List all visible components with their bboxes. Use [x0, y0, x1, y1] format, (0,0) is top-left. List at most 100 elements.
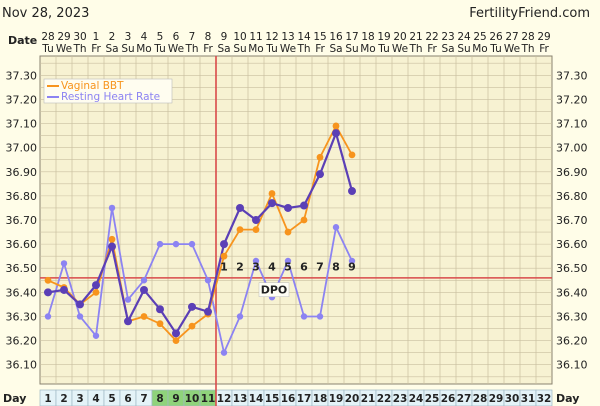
- y-tick-label-right: 36.80: [556, 190, 588, 203]
- hr-point: [252, 257, 260, 265]
- bbt-marker: [252, 216, 260, 224]
- date-label: 25: [473, 31, 486, 43]
- y-tick-label-right: 36.60: [556, 238, 588, 251]
- day-label: 29: [489, 393, 504, 405]
- hr-point: [108, 204, 116, 212]
- date-label: 17: [345, 31, 358, 43]
- dpo-number: 8: [332, 261, 340, 274]
- day-label: 5: [108, 393, 115, 405]
- hr-point: [156, 240, 164, 248]
- weekday-label: Fr: [427, 43, 437, 55]
- date-row-label: Date: [8, 34, 37, 47]
- y-tick-label-right: 37.30: [556, 69, 588, 82]
- header-date: Nov 28, 2023: [2, 6, 89, 21]
- hr-point: [124, 296, 132, 303]
- day-label: 20: [345, 393, 360, 405]
- date-label: 28: [521, 31, 534, 43]
- date-label: 7: [189, 31, 196, 43]
- hr-point: [76, 313, 84, 320]
- weekday-label: We: [280, 43, 296, 55]
- y-tick-label: 37.00: [6, 142, 38, 155]
- hr-point: [44, 313, 52, 320]
- date-label: 13: [281, 31, 294, 43]
- weekday-label: Fr: [203, 43, 213, 55]
- date-label: 19: [377, 31, 390, 43]
- date-label: 26: [489, 31, 503, 43]
- y-tick-label: 36.20: [6, 335, 38, 348]
- weekday-label: Th: [520, 43, 534, 55]
- weekday-label: Sa: [105, 43, 118, 55]
- day-label: 11: [201, 393, 216, 405]
- y-tick-label: 36.40: [6, 286, 38, 299]
- y-tick-label-right: 37.20: [556, 93, 588, 106]
- bbt-point: [284, 228, 292, 236]
- hr-point: [316, 313, 324, 320]
- weekday-label: We: [392, 43, 408, 55]
- dpo-number: 2: [236, 261, 244, 274]
- bbt-marker: [300, 201, 308, 210]
- y-tick-label-right: 37.10: [556, 118, 588, 131]
- day-label: 8: [156, 393, 163, 405]
- day-label: 21: [361, 393, 376, 405]
- bbt-point: [236, 226, 244, 234]
- hr-point: [220, 349, 228, 356]
- bbt-marker: [332, 129, 340, 138]
- day-label: 32: [537, 393, 552, 405]
- y-tick-label: 36.50: [6, 262, 38, 275]
- bbt-marker: [44, 288, 52, 297]
- weekday-label: Th: [72, 43, 86, 55]
- weekday-label: Mo: [248, 43, 263, 55]
- weekday-label: Sa: [441, 43, 454, 55]
- bbt-marker: [124, 317, 132, 326]
- weekday-label: Fr: [315, 43, 325, 55]
- day-label: 22: [377, 393, 392, 405]
- weekday-label: Su: [345, 43, 358, 55]
- weekday-label: Tu: [153, 43, 165, 55]
- weekday-label: Tu: [377, 43, 389, 55]
- weekday-label: Mo: [360, 43, 375, 55]
- day-label: 10: [185, 393, 200, 405]
- weekday-label: We: [56, 43, 72, 55]
- date-label: 10: [233, 31, 246, 43]
- y-tick-label-right: 36.30: [556, 310, 588, 323]
- weekday-label: Tu: [265, 43, 277, 55]
- day-label: 12: [217, 393, 232, 405]
- date-label: 23: [441, 31, 454, 43]
- day-label: 3: [76, 393, 83, 405]
- date-label: 16: [329, 31, 343, 43]
- date-label: 12: [265, 31, 278, 43]
- weekday-label: Tu: [41, 43, 53, 55]
- dpo-number: 3: [252, 261, 260, 274]
- day-label: 15: [265, 393, 280, 405]
- dpo-label-box: [258, 282, 290, 297]
- dpo-number: 9: [348, 261, 356, 274]
- weekday-label: Th: [296, 43, 310, 55]
- day-label: 14: [249, 393, 264, 405]
- bbt-marker: [188, 302, 196, 311]
- bbt-point: [172, 337, 180, 344]
- bbt-marker: [60, 285, 68, 294]
- day-label: 2: [60, 393, 67, 405]
- weekday-label: Th: [408, 43, 422, 55]
- day-label: 23: [393, 393, 408, 405]
- legend-box: [43, 78, 173, 104]
- y-tick-label-right: 36.20: [556, 335, 588, 348]
- day-label: 25: [425, 393, 440, 405]
- bbt-point: [92, 288, 100, 296]
- day-label: 6: [124, 393, 131, 405]
- y-tick-label: 36.10: [6, 359, 38, 372]
- weekday-label: Fr: [539, 43, 549, 55]
- bbt-marker: [236, 203, 244, 212]
- weekday-label: Tu: [489, 43, 501, 55]
- bbt-marker: [92, 281, 100, 290]
- weekday-label: Mo: [472, 43, 487, 55]
- hr-point: [140, 277, 148, 284]
- y-tick-label: 36.90: [6, 166, 38, 179]
- hr-point: [300, 313, 308, 320]
- date-label: 8: [205, 31, 212, 43]
- weekday-label: Su: [457, 43, 470, 55]
- hr-point: [236, 313, 244, 320]
- bbt-marker: [140, 285, 148, 294]
- bbt-point: [140, 313, 148, 320]
